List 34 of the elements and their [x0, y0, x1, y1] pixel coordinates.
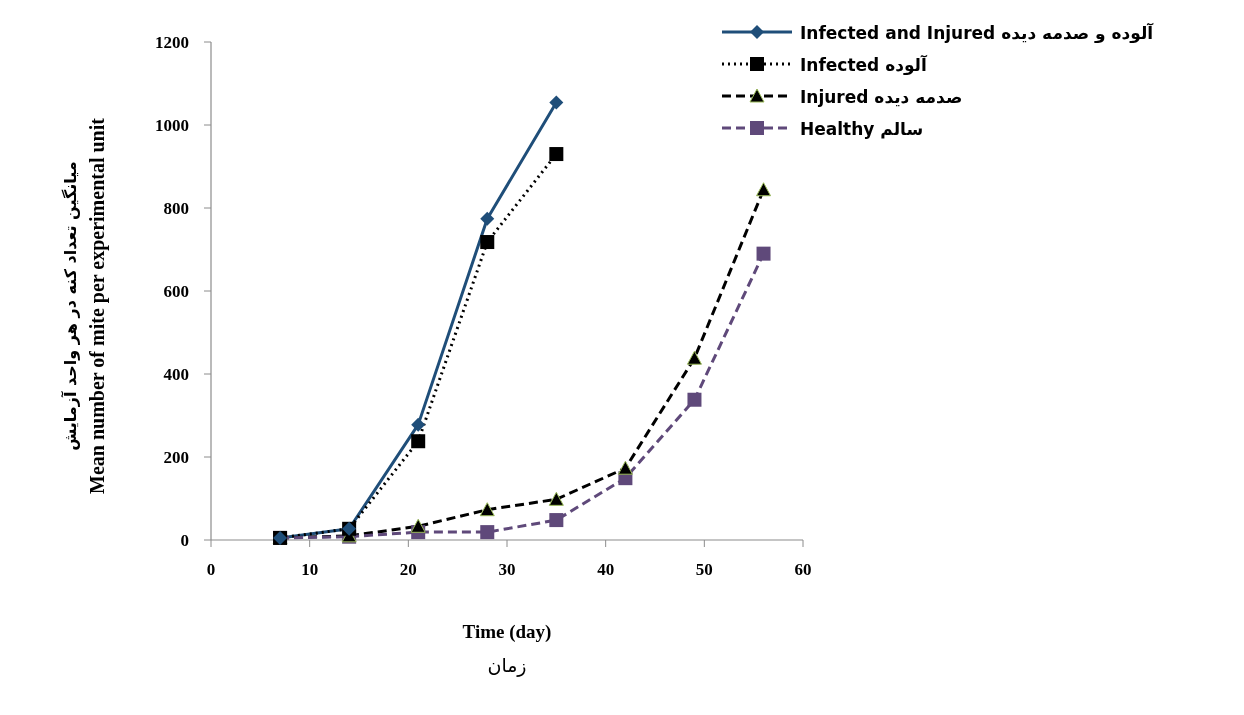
legend-label: Injured صدمه دیده [800, 87, 963, 107]
x-tick-label: 60 [794, 560, 812, 579]
point [479, 502, 495, 517]
y-tick-label: 400 [163, 365, 189, 384]
x-tick-label: 0 [206, 560, 216, 579]
x-tick-label: 10 [301, 560, 319, 579]
point [549, 95, 564, 110]
point [480, 525, 495, 540]
point [480, 211, 495, 226]
point [687, 392, 702, 407]
point [548, 491, 564, 506]
x-tick-label: 30 [498, 560, 516, 579]
point [549, 513, 564, 528]
y-tick-label: 0 [180, 531, 189, 550]
y-tick-label: 800 [163, 199, 189, 218]
legend-label: Infected آلوده [800, 54, 928, 76]
x-tick-label: 50 [695, 560, 713, 579]
y-tick-label: 600 [163, 282, 189, 301]
y-tick-label: 1200 [155, 33, 189, 52]
point [411, 417, 426, 432]
legend-label: Infected and Injured آلوده و صدمه دیده [800, 22, 1155, 44]
legend-label: Healthy سالم [800, 119, 924, 139]
point [756, 182, 772, 197]
x-tick-label: 20 [399, 560, 417, 579]
point [410, 518, 426, 533]
point [480, 235, 495, 250]
point [549, 147, 564, 162]
x-tick-label: 40 [597, 560, 615, 579]
point [686, 350, 702, 365]
point [617, 460, 633, 475]
y-tick-label: 1000 [155, 116, 189, 135]
y-tick-label: 200 [163, 448, 189, 467]
point [411, 434, 426, 449]
point [756, 246, 771, 261]
